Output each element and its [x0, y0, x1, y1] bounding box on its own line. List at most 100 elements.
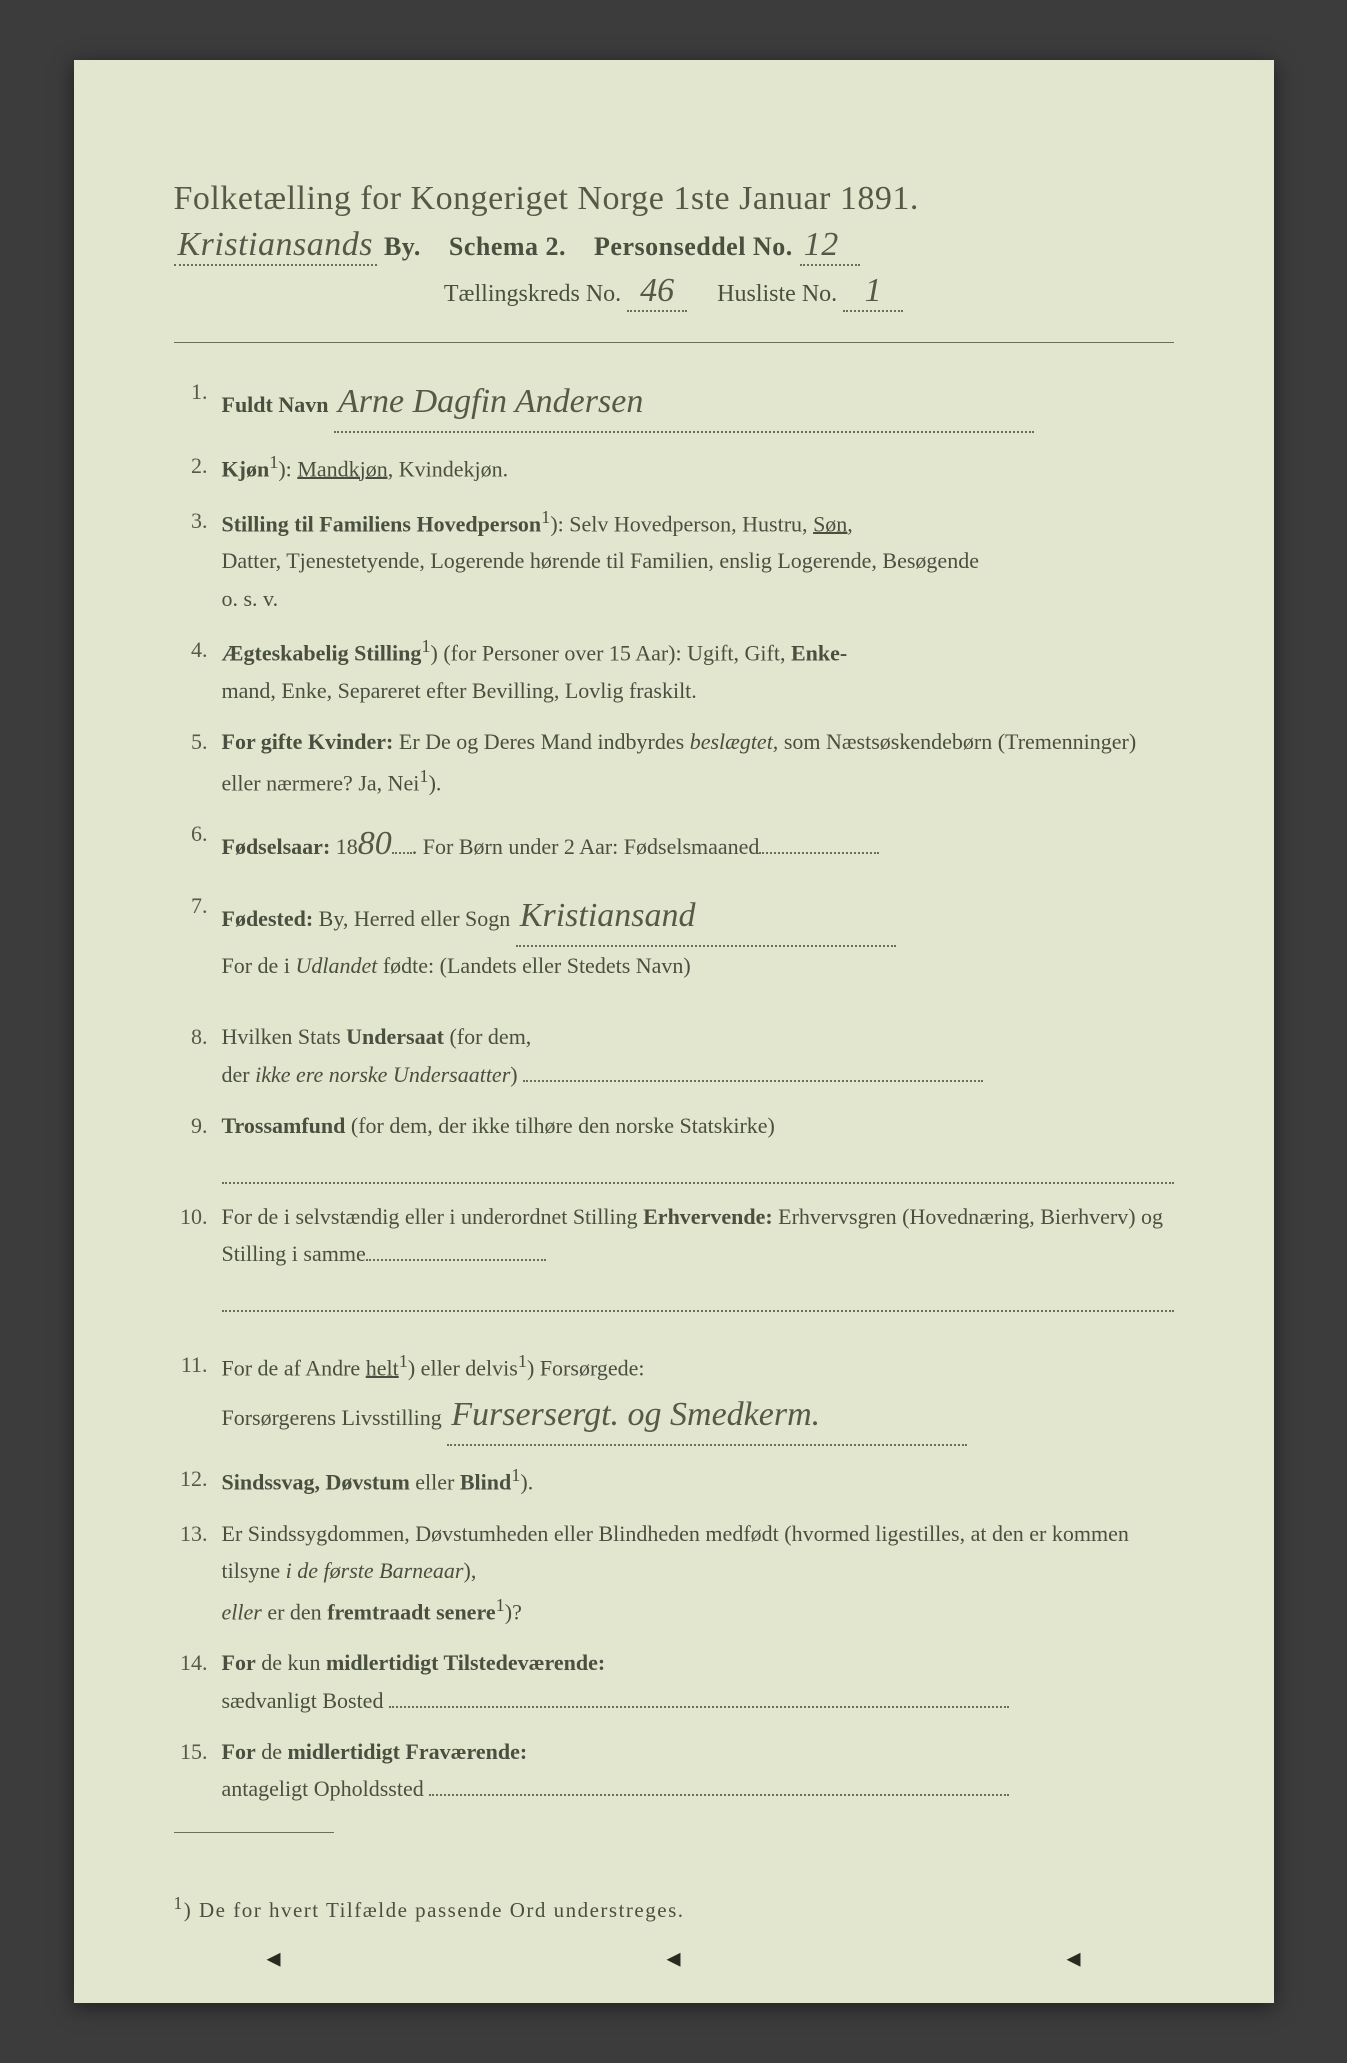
q7-value: Kristiansand: [516, 887, 896, 947]
q7-row: 7. Fødested: By, Herred eller Sogn Krist…: [174, 887, 1174, 984]
q15-text-a: de: [256, 1739, 288, 1764]
q9-label: Trossamfund: [222, 1113, 346, 1138]
q12-text-b: ).: [520, 1469, 533, 1494]
pin-icon: ◂: [266, 1941, 280, 1975]
q4-row: 4. Ægteskabelig Stilling1) (for Personer…: [174, 631, 1174, 709]
q8-text-b: (for dem,: [444, 1024, 531, 1049]
q5-label: For gifte Kvinder:: [222, 729, 394, 754]
q10-bold: Erhvervende:: [643, 1204, 773, 1229]
q9-text: (for dem, der ikke tilhøre den norske St…: [345, 1113, 774, 1138]
q10-row: 10. For de i selvstændig eller i underor…: [174, 1198, 1174, 1312]
q4-bold-opt: Enke-: [791, 640, 847, 665]
q10-num: 10.: [174, 1198, 222, 1235]
q14-num: 14.: [174, 1644, 222, 1681]
q6-year-prefix: 18: [330, 834, 358, 859]
q15-bold: midlertidigt Fraværende:: [287, 1739, 527, 1764]
kreds-label: Tællingskreds No.: [444, 281, 621, 307]
q14-blank: [389, 1706, 1009, 1708]
q8-text-a: Hvilken Stats: [222, 1024, 347, 1049]
q5-italic-a: beslægtet,: [690, 729, 779, 754]
q15-label: For: [222, 1739, 256, 1764]
footnote: 1) De for hvert Tilfælde passende Ord un…: [174, 1873, 1174, 1923]
q2-label: Kjøn: [222, 456, 270, 481]
q3-opt-son: Søn,: [813, 511, 853, 536]
q9-row: 9. Trossamfund (for dem, der ikke tilhør…: [174, 1107, 1174, 1184]
q11-u1: helt: [366, 1355, 399, 1380]
q2-opt-kvinde: Kvindekjøn.: [399, 456, 508, 481]
pin-icon: ◂: [1066, 1941, 1080, 1975]
q8-line2-a: der: [222, 1062, 256, 1087]
q3-opts-b: Datter, Tjenestetyende, Logerende hørend…: [222, 542, 1174, 579]
q3-sup: 1: [541, 507, 550, 527]
binding-pins: ◂ ◂ ◂: [74, 1941, 1274, 1975]
q5-text-a: Er De og Deres Mand indbyrdes: [393, 729, 689, 754]
q3-opts-c: o. s. v.: [222, 580, 1174, 617]
q7-line2-italic: Udlandet: [295, 953, 377, 978]
by-label: By.: [384, 232, 421, 261]
q9-blank: [222, 1148, 1174, 1183]
q2-sup: 1: [269, 452, 278, 472]
q1-row: 1. Fuldt Navn Arne Dagfin Andersen: [174, 373, 1174, 433]
q11-text-b: ) eller delvis: [408, 1355, 518, 1380]
q2-row: 2. Kjøn1): Mandkjøn, Kvindekjøn.: [174, 447, 1174, 488]
q5-text-c: ).: [429, 770, 442, 795]
city-handwritten: Kristiansands: [174, 226, 377, 266]
q9-num: 9.: [174, 1107, 222, 1144]
q2-num: 2.: [174, 447, 222, 484]
q15-num: 15.: [174, 1733, 222, 1770]
census-form-page: Folketælling for Kongeriget Norge 1ste J…: [74, 60, 1274, 2003]
q7-label: Fødested:: [222, 906, 314, 931]
q11-sup1: 1: [399, 1351, 408, 1371]
husliste-label: Husliste No.: [717, 281, 837, 307]
q7-text-a: By, Herred eller Sogn: [313, 906, 510, 931]
q6-year-hw: 80: [358, 815, 392, 873]
q6-row: 6. Fødselsaar: 1880. For Børn under 2 Aa…: [174, 815, 1174, 873]
footnote-sup: 1: [174, 1893, 184, 1913]
q12-bold2: Blind: [460, 1469, 511, 1494]
q12-num: 12.: [174, 1460, 222, 1497]
q15-blank: [429, 1794, 1009, 1796]
q7-line2-b: fødte: (Landets eller Stedets Navn): [377, 953, 690, 978]
q7-num: 7.: [174, 887, 222, 924]
q4-num: 4.: [174, 631, 222, 668]
q6-label: Fødselsaar:: [222, 834, 331, 859]
q8-line2-italic: ikke ere norske Undersaatter: [255, 1062, 510, 1087]
q13-text-b: ),: [464, 1558, 477, 1583]
q12-row: 12. Sindssvag, Døvstum eller Blind1).: [174, 1460, 1174, 1501]
kreds-no: 46: [627, 272, 687, 312]
q13-sup: 1: [496, 1595, 505, 1615]
q1-value: Arne Dagfin Andersen: [334, 373, 1034, 433]
q3-num: 3.: [174, 502, 222, 539]
q13-num: 13.: [174, 1515, 222, 1552]
q5-num: 5.: [174, 723, 222, 760]
q8-blank: [523, 1080, 983, 1082]
personseddel-label: Personseddel No.: [594, 232, 793, 261]
divider: [174, 342, 1174, 343]
q7-line2-a: For de i: [222, 953, 296, 978]
q4-sup: 1: [421, 636, 430, 656]
q8-line2-b: ): [510, 1062, 517, 1087]
q5-sup: 1: [419, 766, 428, 786]
header-line-2: Kristiansands By. Schema 2. Personseddel…: [174, 226, 1174, 266]
q1-label: Fuldt Navn: [222, 392, 329, 417]
q6-dotted: [392, 852, 412, 854]
q13-italic-a: i de første Barneaar: [286, 1558, 464, 1583]
q10-text-a: For de i selvstændig eller i underordnet…: [222, 1204, 644, 1229]
q15-row: 15. For de midlertidigt Fraværende: anta…: [174, 1733, 1174, 1808]
q14-label: For: [222, 1650, 256, 1675]
q14-line2: sædvanligt Bosted: [222, 1688, 384, 1713]
q13-line2-bold: fremtraadt senere: [327, 1599, 495, 1624]
q10-blank-2: [222, 1276, 1174, 1311]
q1-num: 1.: [174, 373, 222, 410]
q13-line2-a: er den: [262, 1599, 327, 1624]
q12-text-a: eller: [410, 1469, 460, 1494]
q11-row: 11. For de af Andre helt1) eller delvis1…: [174, 1346, 1174, 1447]
q15-line2: antageligt Opholdssted: [222, 1776, 424, 1801]
q8-bold: Undersaat: [346, 1024, 444, 1049]
q14-row: 14. For de kun midlertidigt Tilstedevære…: [174, 1644, 1174, 1719]
q12-label: Sindssvag, Døvstum: [222, 1469, 410, 1494]
pin-icon: ◂: [666, 1941, 680, 1975]
q10-blank-1: [366, 1259, 546, 1261]
q13-row: 13. Er Sindssygdommen, Døvstumheden elle…: [174, 1515, 1174, 1631]
q8-num: 8.: [174, 1018, 222, 1055]
